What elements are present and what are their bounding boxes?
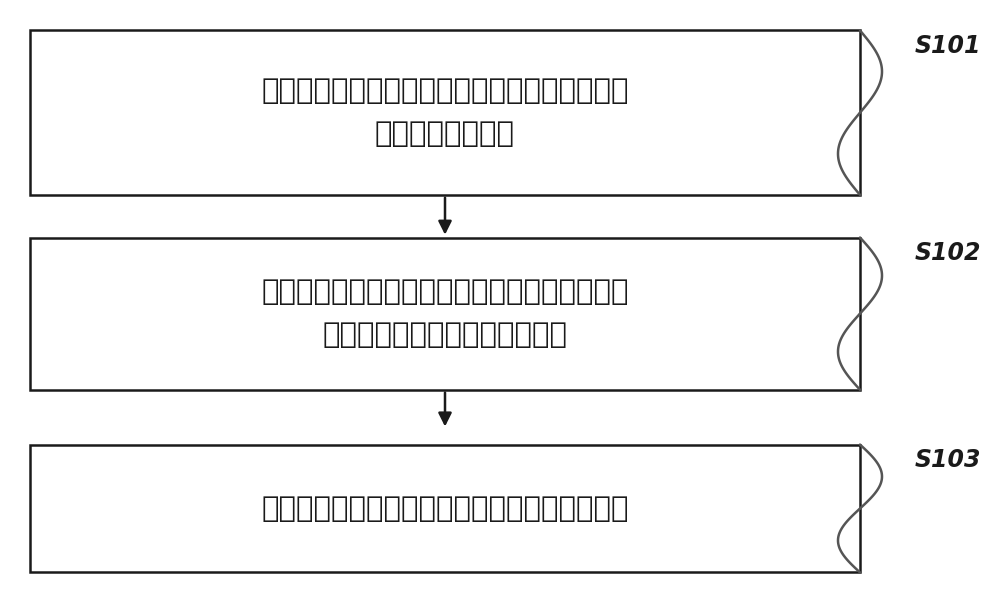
Text: 根据门限值，确定碳酸盐岩断层破碎带的外边界: 根据门限值，确定碳酸盐岩断层破碎带的外边界 bbox=[261, 495, 629, 523]
Text: S102: S102 bbox=[915, 241, 982, 265]
Text: 根据地震信息，结合钒井数据的标定，确定碳酸
盐岩断层破碎带外边界的门限值: 根据地震信息，结合钒井数据的标定，确定碳酸 盐岩断层破碎带外边界的门限值 bbox=[261, 278, 629, 350]
FancyBboxPatch shape bbox=[30, 238, 860, 390]
Text: 采用地震相干技术和地震振幅属性分析技术提取
目的层的地震信息: 采用地震相干技术和地震振幅属性分析技术提取 目的层的地震信息 bbox=[261, 77, 629, 149]
FancyBboxPatch shape bbox=[30, 30, 860, 195]
FancyBboxPatch shape bbox=[30, 445, 860, 572]
Text: S103: S103 bbox=[915, 448, 982, 472]
Text: S101: S101 bbox=[915, 33, 982, 58]
